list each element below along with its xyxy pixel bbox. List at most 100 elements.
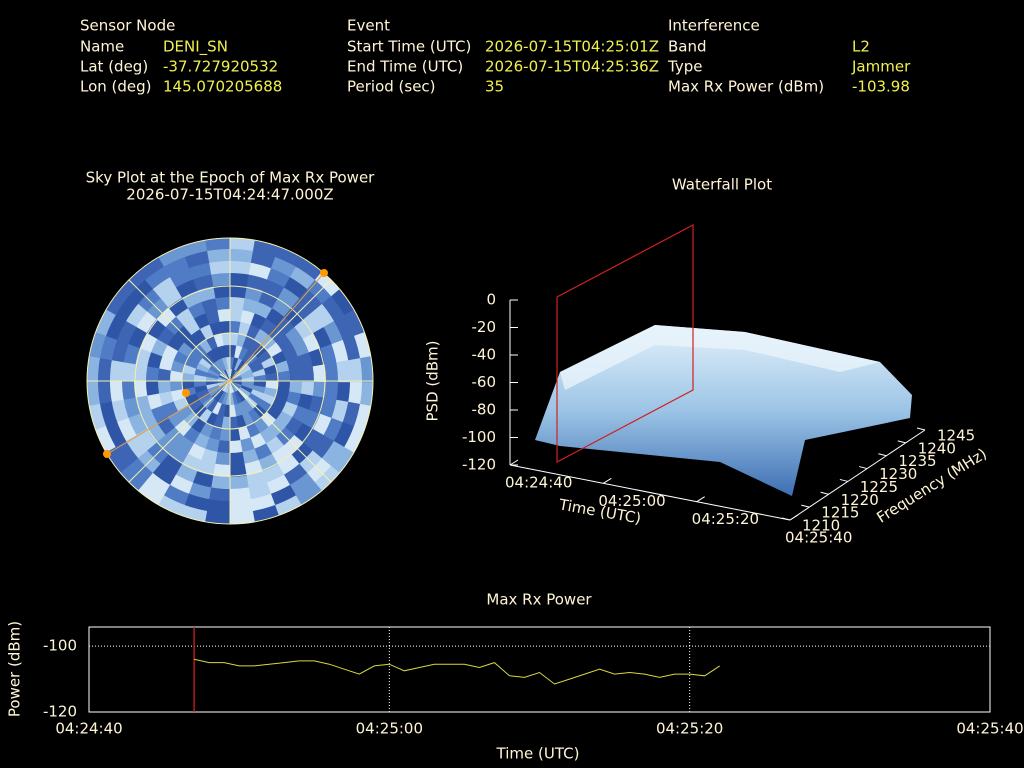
sky-cell [193,312,210,329]
sky-cell [282,344,299,361]
freq-tick [801,504,810,508]
sky-cell [158,390,174,406]
sky-cell [214,390,224,403]
sky-cell [218,374,230,381]
sky-cell [248,339,262,354]
sky-cell [302,332,321,354]
sky-cell [109,358,124,381]
sky-cell [109,379,124,402]
sky-cell [181,372,195,381]
sky-cell [195,389,210,400]
sky-cell [133,380,148,398]
field-value: L2 [852,38,870,56]
sky-cell [230,356,235,370]
sky-cell [230,260,253,275]
sky-cell [221,392,228,406]
sky-cell [175,307,195,326]
sky-cell [261,464,285,484]
sky-cell [208,365,221,375]
sky-cell [266,342,283,358]
sky-cell [233,403,243,417]
sky-cell [194,368,208,377]
sky-cell [210,475,230,490]
field-label: Band [668,38,707,56]
sky-cell [213,333,225,348]
sky-cell [258,290,280,309]
freq-tick-label: 1230 [879,465,917,483]
sky-cell [205,499,230,514]
sky-cell [271,256,298,278]
sky-cell [125,302,148,327]
sky-cell [209,321,223,336]
sky-cell [200,448,218,465]
sky-cell [199,422,214,438]
sky-cell [228,475,249,490]
z-tick-label: 0 [486,291,496,309]
sky-cell [248,262,273,280]
section-title: Event [347,17,390,35]
sky-cell [263,364,278,376]
sky-cell [121,379,136,400]
sky-cell [296,255,324,281]
sky-cell [321,295,346,322]
sky-cell [236,359,246,372]
sky-cell [105,420,127,448]
x-tick-label: 04:24:40 [55,720,122,738]
sky-cell [205,309,221,325]
sky-cell [230,238,257,252]
z-tick-label: -60 [472,373,497,391]
x-tick-label: 04:25:40 [956,720,1023,738]
sky-cell [201,297,219,314]
y-tick-label: -120 [43,703,77,721]
sky-cell [247,408,262,424]
sky-cell [272,297,293,318]
sky-cell [289,472,316,497]
sky-cell [289,368,303,382]
z-tick-label: -40 [472,346,497,364]
sky-cell [180,453,202,472]
sky-cell [257,349,273,364]
field-label: Type [667,58,702,76]
time-tick-label: 04:25:00 [598,492,665,510]
sat-track [106,380,231,455]
sky-cell [217,308,231,322]
sky-cell [239,365,252,376]
sky-cell [237,426,251,441]
sky-cell [269,484,297,506]
sky-cell [284,276,309,299]
sky-cell [94,307,117,336]
sky-cell [127,457,153,483]
sky-cell [229,440,243,454]
sky-cell [230,344,237,358]
sky-cell [230,381,242,388]
sky-cell [156,416,175,436]
freq-tick-label: 1240 [918,439,956,457]
sky-cell [323,320,344,346]
sky-cell [169,267,195,288]
sky-cell [152,276,177,299]
sky-cell [157,244,187,267]
sky-cell [203,510,230,524]
sky-cell [214,451,230,466]
sky-cell [230,374,242,381]
sky-cell [136,481,164,507]
sky-cell [219,320,231,334]
sky-cell [286,391,302,407]
sky-cell [167,333,185,351]
sky-cell [187,398,203,413]
sky-cell [343,426,366,455]
sky-cell [266,267,292,288]
sky-cell [213,414,224,429]
sky-cell [271,350,288,365]
field-label: Name [80,38,124,56]
sky-cell [104,287,130,315]
sky-cell [146,318,167,339]
satellite [320,269,328,277]
z-tick-label: -120 [462,456,496,474]
sky-cell [229,416,239,430]
sky-cell [312,303,335,328]
sky-cell [143,472,170,496]
sky-cell [260,318,278,336]
sky-cell [250,389,265,400]
sky-cell [230,320,242,334]
